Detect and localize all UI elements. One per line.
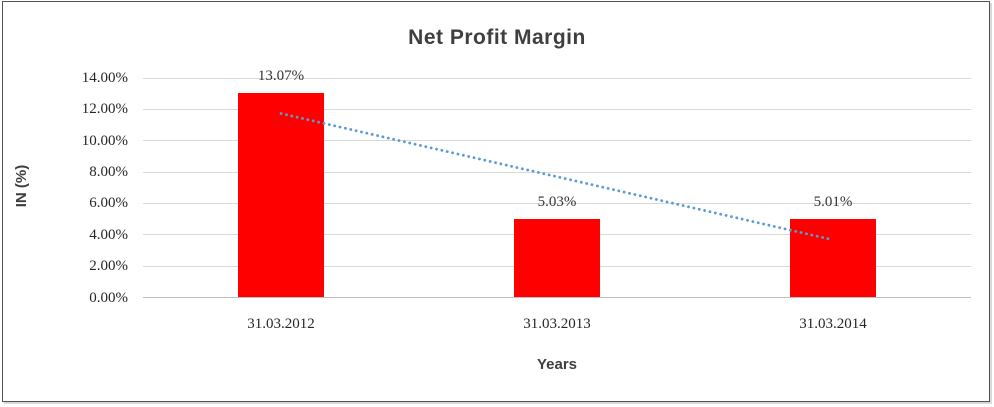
y-tick-label: 2.00%: [89, 258, 128, 275]
gridline: [143, 108, 971, 110]
chart-title: Net Profit Margin: [408, 26, 586, 49]
gridline: [143, 297, 971, 298]
y-tick-label: 6.00%: [89, 195, 128, 212]
bar-data-label: 5.03%: [537, 193, 577, 210]
x-tick-label: 31.03.2013: [523, 316, 591, 332]
bar-31.03.2012: [238, 92, 324, 298]
y-tick-label: 10.00%: [81, 132, 128, 149]
y-tick-label: 0.00%: [89, 289, 128, 306]
y-tick-label: 4.00%: [89, 226, 128, 243]
x-tick-label: 31.03.2012: [247, 316, 315, 332]
bar-data-label: 13.07%: [257, 67, 305, 84]
bar-31.03.2014: [790, 218, 876, 298]
y-axis-title: IN (%): [13, 164, 30, 208]
x-axis-title: Years: [536, 356, 578, 373]
bar-31.03.2013: [514, 218, 600, 298]
gridline: [143, 77, 971, 79]
x-tick-label: 31.03.2014: [799, 316, 867, 332]
bar-data-label: 5.01%: [813, 193, 853, 210]
y-tick-label: 8.00%: [89, 164, 128, 181]
y-tick-label: 14.00%: [81, 70, 128, 86]
y-tick-label: 12.00%: [81, 101, 128, 118]
